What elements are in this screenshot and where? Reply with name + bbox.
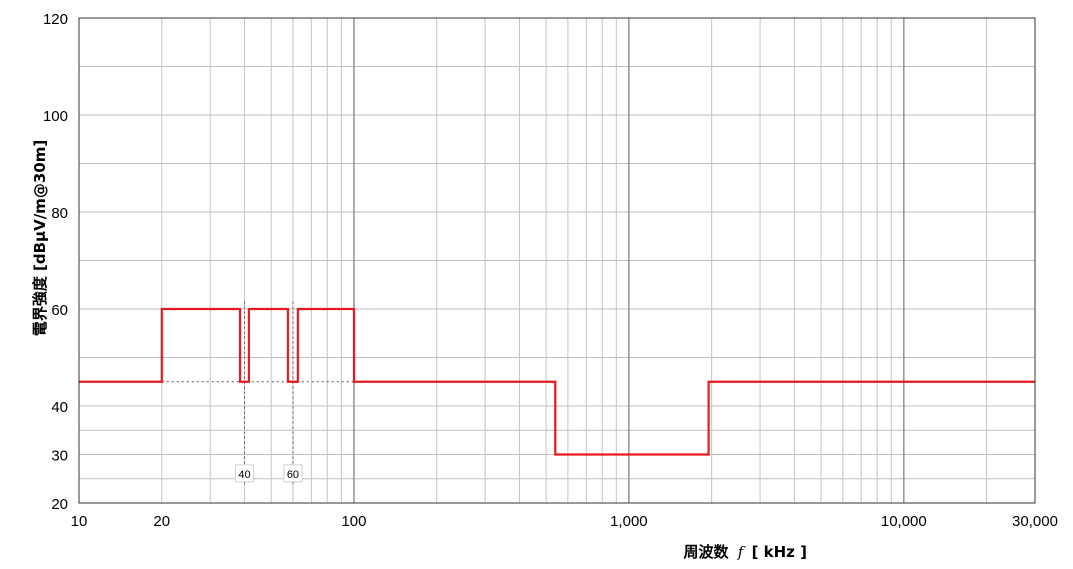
marker-label: 60 [287,469,299,481]
x-tick-label: 100 [341,513,366,530]
y-axis-label: 電界強度 [dBµV/m@30m] [31,140,49,336]
x-axis-label-prefix: 周波数 [684,543,730,561]
y-tick-labels: 20 30 40 60 80 100 120 [43,11,68,513]
y-tick-label: 20 [51,496,68,513]
series-layer [79,307,1035,456]
limit-line [79,307,1035,456]
plot-frame [78,17,1036,504]
y-tick-label: 30 [51,448,68,465]
x-tick-label: 20 [153,513,170,530]
x-axis-label-variable: f [737,543,746,561]
y-tick-label: 60 [51,302,68,319]
marker-label: 40 [238,469,250,481]
grid [78,17,1036,504]
marker-label-box [235,464,255,483]
x-tick-label: 10 [71,513,88,530]
reference-lines [161,299,354,484]
marker-label-box [283,464,303,483]
y-tick-label: 80 [51,205,68,222]
y-tick-label: 100 [43,108,68,125]
x-axis-label-unit: [ kHz ] [752,543,807,561]
x-tick-labels: 10 20 100 1,000 10,000 30,000 [71,513,1058,530]
y-tick-label: 120 [43,11,68,28]
x-tick-label: 10,000 [881,513,927,530]
y-tick-label: 40 [51,399,68,416]
x-axis-label: 周波数 f [ kHz ] [684,543,807,561]
marker-labels: 40 60 [235,464,303,483]
x-tick-label: 1,000 [610,513,648,530]
x-tick-label: 30,000 [1012,513,1058,530]
